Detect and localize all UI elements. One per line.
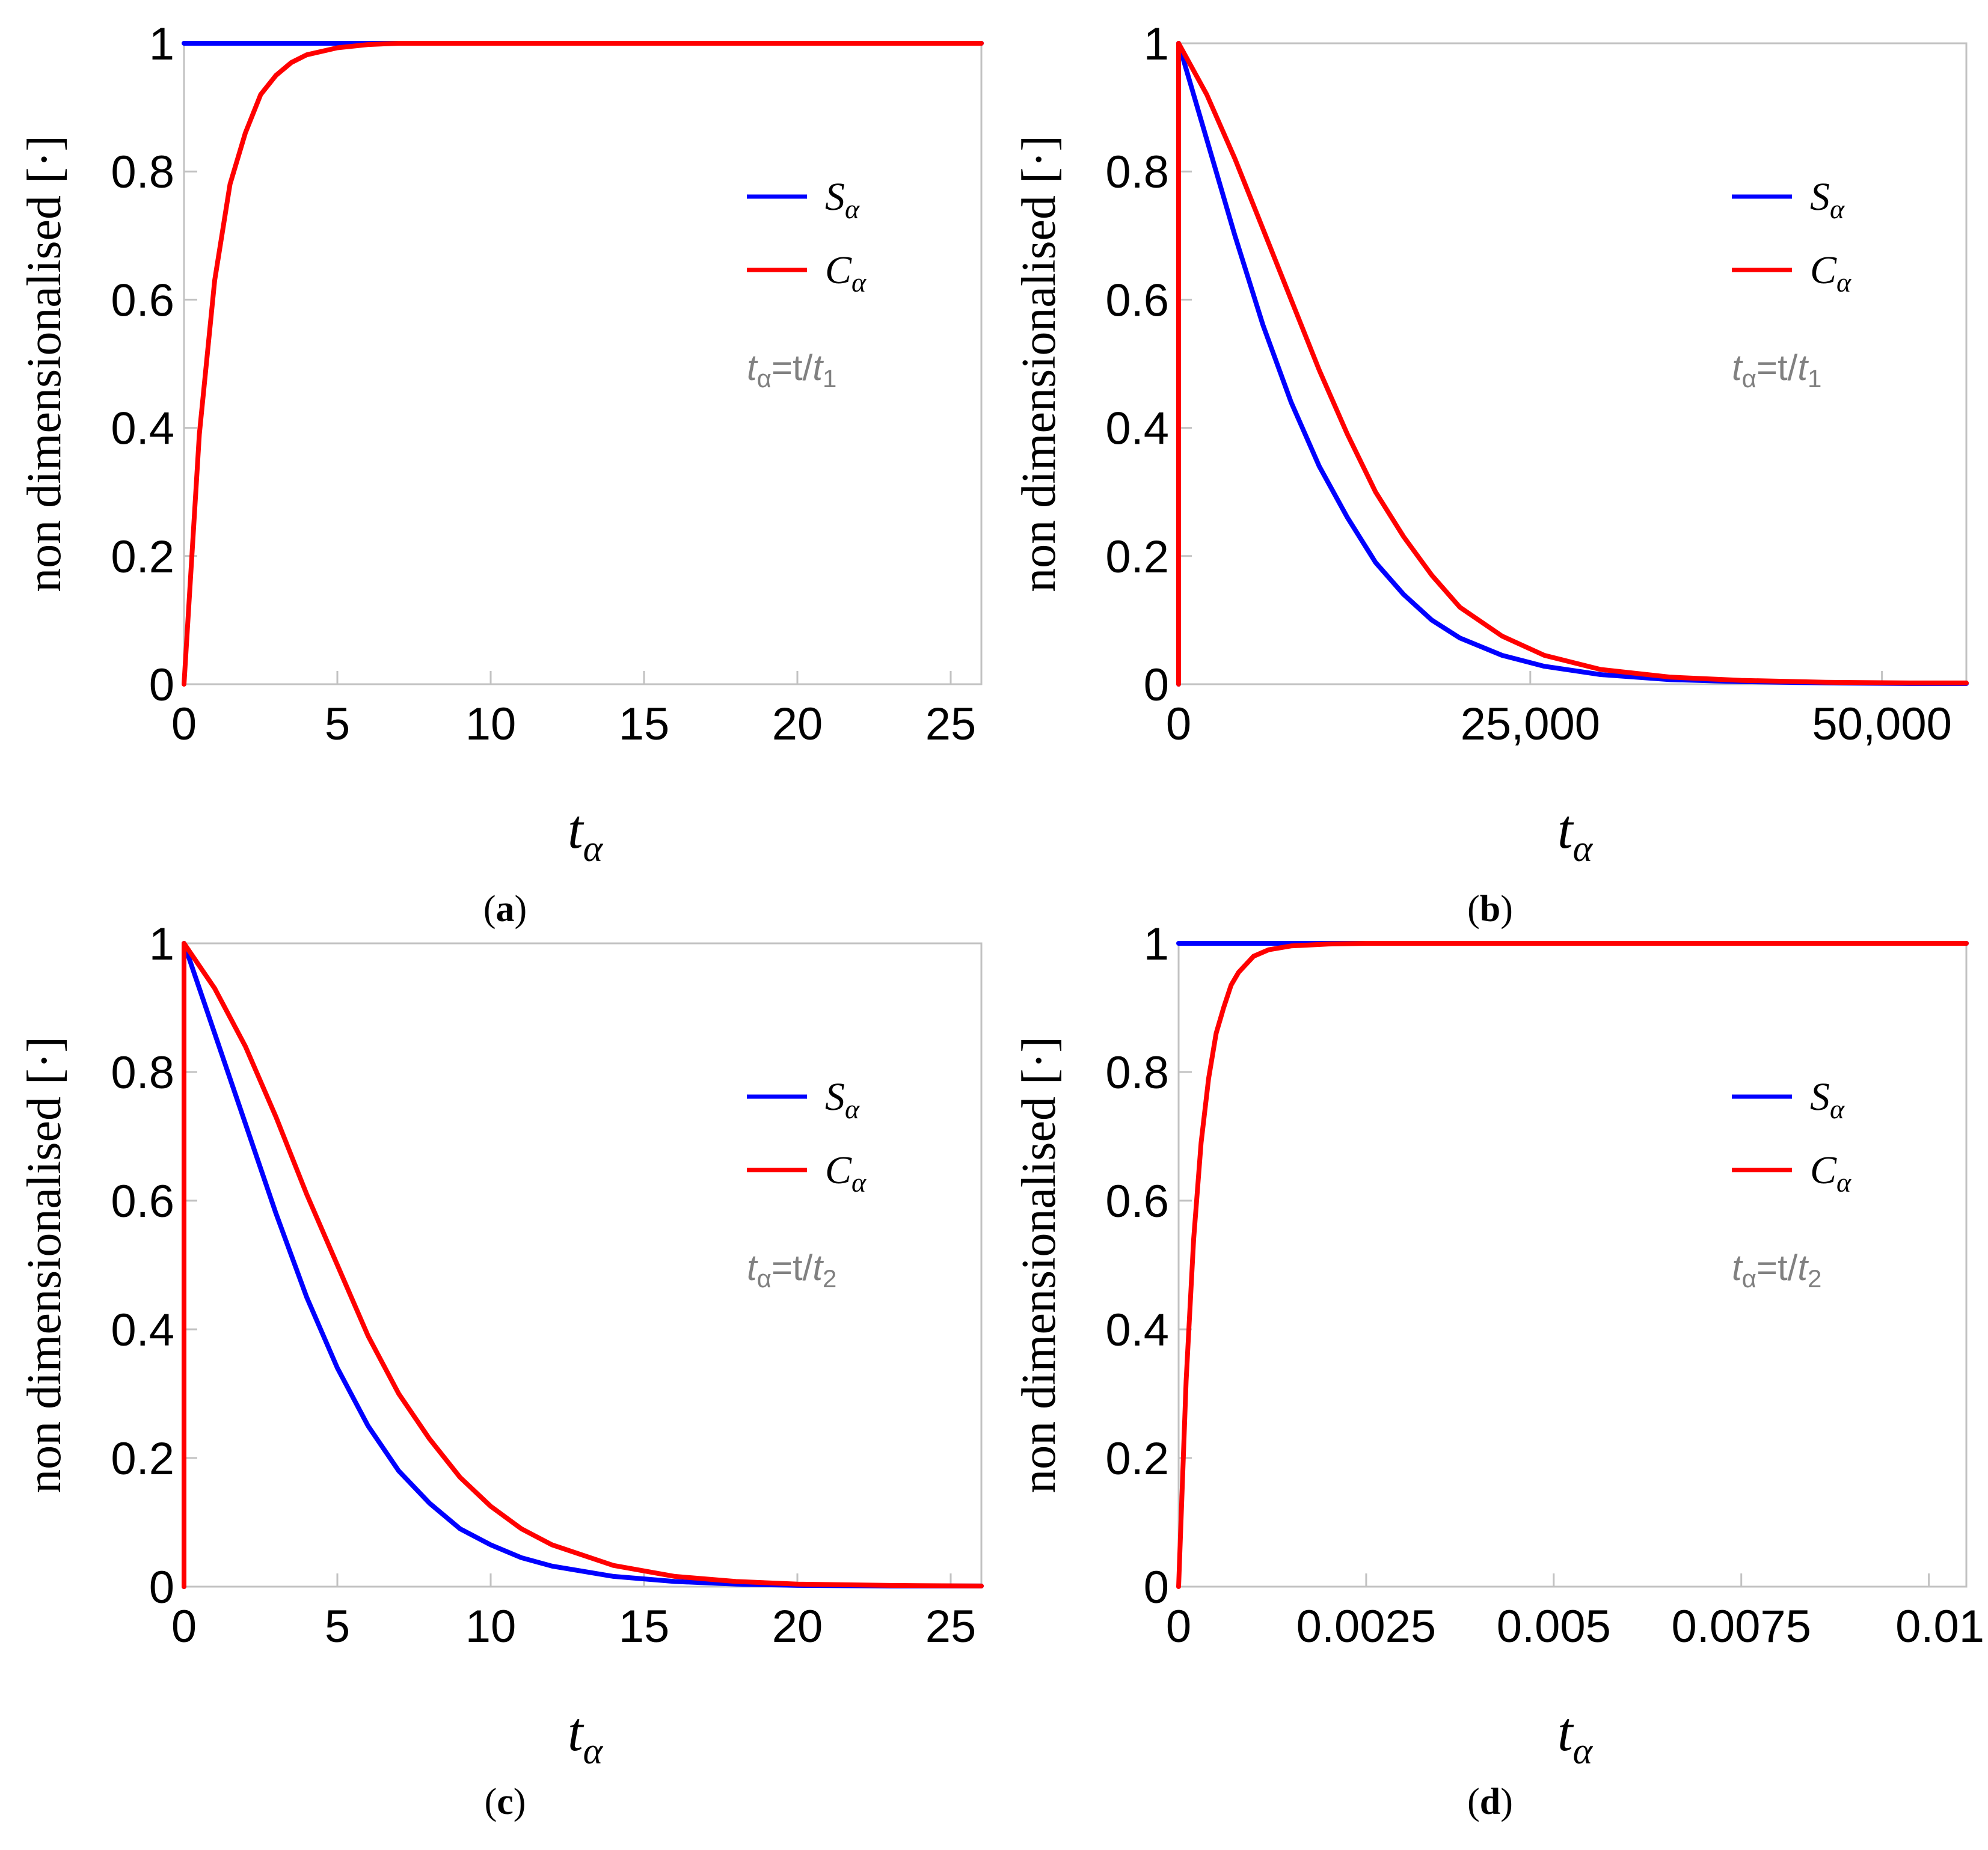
y-tick-label: 0.2 xyxy=(1105,531,1169,583)
y-tick-label: 1 xyxy=(1144,919,1169,970)
time-scale-annotation: tα=t/t1 xyxy=(747,348,836,393)
legend-entry: Sα xyxy=(825,1075,860,1124)
panel-b: 0 25,000 50,000 0 0.2 0.4 0.6 0.8 1 non dimension… xyxy=(1013,19,1969,930)
y-tick-label: 0 xyxy=(1144,1562,1169,1613)
x-axis-label: tα xyxy=(1557,1701,1594,1772)
y-tick-label: 0.4 xyxy=(111,403,174,455)
x-tick-label: 20 xyxy=(772,699,823,750)
y-tick-label: 0 xyxy=(149,660,174,711)
x-tick-label: 15 xyxy=(619,1601,670,1652)
panel-caption: (a) xyxy=(483,889,527,930)
x-axis-label: tα xyxy=(568,1701,604,1772)
x-tick-label: 0.0075 xyxy=(1671,1601,1811,1652)
plot-frame xyxy=(183,942,983,1588)
legend-entry: Sα xyxy=(825,175,860,224)
y-axis-label: non dimensionalised [·] xyxy=(1013,135,1066,592)
y-tick-label: 0.4 xyxy=(1105,1305,1169,1356)
y-axis-label: non dimensionalised [·] xyxy=(1013,1037,1066,1493)
x-tick-label: 0 xyxy=(171,699,197,750)
panel-caption: (d) xyxy=(1467,1781,1513,1822)
y-tick-label: 0.8 xyxy=(1105,1047,1169,1098)
series-line-s-alpha xyxy=(1176,41,1969,687)
panel-a: 0 5 10 15 20 25 0 0.2 0.4 0.6 0.8 1 non dimensionali… xyxy=(18,19,984,930)
series-line-c-alpha xyxy=(1176,941,1969,1589)
series-line-s-alpha xyxy=(182,941,984,1589)
x-tick-label: 0 xyxy=(1166,699,1191,750)
y-tick-label: 0.6 xyxy=(1105,1176,1169,1227)
series-line-c-alpha xyxy=(182,941,984,1589)
y-tick-label: 0.6 xyxy=(111,275,174,326)
panel-caption: (b) xyxy=(1467,889,1513,930)
x-tick-label: 10 xyxy=(465,699,517,750)
panel-caption: (c) xyxy=(485,1781,526,1822)
legend-entry: Cα xyxy=(825,1148,867,1198)
series-line-c-alpha xyxy=(1176,41,1969,687)
plot-frame xyxy=(183,42,983,685)
x-tick-label: 25 xyxy=(925,1601,977,1652)
x-tick-label: 0.01 xyxy=(1895,1601,1984,1652)
x-tick-label: 0.005 xyxy=(1497,1601,1611,1652)
legend-entry: Sα xyxy=(1810,175,1845,224)
y-tick-label: 0.4 xyxy=(111,1305,174,1356)
time-scale-annotation: tα=t/t2 xyxy=(1732,1248,1821,1293)
time-scale-annotation: tα=t/t2 xyxy=(747,1248,836,1293)
y-tick-label: 0.6 xyxy=(1105,275,1169,326)
plot-frame xyxy=(1177,42,1968,685)
y-tick-label: 1 xyxy=(1144,19,1169,70)
y-tick-label: 0.8 xyxy=(111,147,174,198)
x-tick-label: 0 xyxy=(1166,1601,1191,1652)
series-line-c-alpha xyxy=(182,41,984,687)
x-tick-label: 25,000 xyxy=(1461,699,1600,750)
y-tick-label: 0.6 xyxy=(111,1176,174,1227)
x-axis-label: tα xyxy=(1557,798,1594,869)
y-tick-label: 0 xyxy=(1144,660,1169,711)
y-tick-label: 1 xyxy=(149,19,174,70)
y-tick-label: 0.2 xyxy=(1105,1433,1169,1484)
x-tick-label: 5 xyxy=(325,699,350,750)
x-tick-label: 50,000 xyxy=(1812,699,1951,750)
y-tick-label: 0.4 xyxy=(1105,403,1169,455)
plot-frame xyxy=(1177,942,1968,1588)
y-tick-label: 1 xyxy=(149,919,174,970)
y-tick-label: 0.2 xyxy=(111,1433,174,1484)
legend-entry: Cα xyxy=(1810,248,1851,298)
x-tick-label: 20 xyxy=(772,1601,823,1652)
x-tick-label: 0 xyxy=(171,1601,197,1652)
legend-entry: Cα xyxy=(825,248,867,298)
x-tick-label: 15 xyxy=(619,699,670,750)
time-scale-annotation: tα=t/t1 xyxy=(1732,348,1821,393)
panel-c: 0 5 10 15 20 25 0 0.2 0.4 0.6 0.8 1 non dimensionali… xyxy=(18,919,984,1822)
y-tick-label: 0.2 xyxy=(111,531,174,583)
y-axis-label: non dimensionalised [·] xyxy=(18,135,71,592)
y-tick-label: 0.8 xyxy=(1105,147,1169,198)
y-tick-label: 0.8 xyxy=(111,1047,174,1098)
x-tick-label: 25 xyxy=(925,699,977,750)
x-tick-label: 10 xyxy=(465,1601,517,1652)
x-tick-label: 5 xyxy=(325,1601,350,1652)
x-axis-label: tα xyxy=(568,798,604,869)
legend-entry: Sα xyxy=(1810,1075,1845,1124)
x-tick-label: 0.0025 xyxy=(1296,1601,1436,1652)
y-axis-label: non dimensionalised [·] xyxy=(18,1037,71,1493)
y-tick-label: 0 xyxy=(149,1562,174,1613)
legend-entry: Cα xyxy=(1810,1148,1851,1198)
panel-d: 0 0.0025 0.005 0.0075 0.01 0 0.2 0.4 0.6 0.8 1 non … xyxy=(1013,919,1984,1822)
